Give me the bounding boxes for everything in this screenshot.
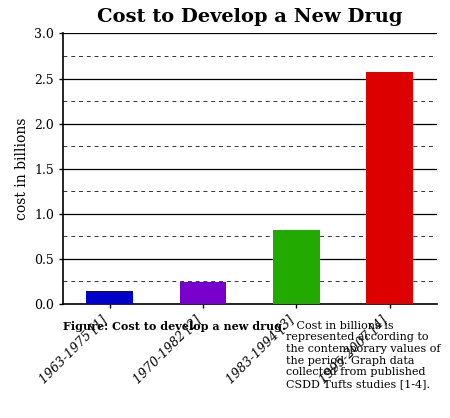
Bar bbox=[86, 291, 133, 304]
Title: Cost to Develop a New Drug: Cost to Develop a New Drug bbox=[97, 8, 402, 26]
Bar bbox=[273, 230, 320, 304]
Y-axis label: cost in billions: cost in billions bbox=[14, 117, 28, 220]
Bar bbox=[180, 282, 226, 304]
Text: Figure: Cost to develop a new drug.: Figure: Cost to develop a new drug. bbox=[63, 321, 286, 332]
Bar bbox=[366, 72, 413, 304]
Text: Cost in billions is represented according to the contemporary values of the peri: Cost in billions is represented accordin… bbox=[286, 321, 441, 389]
